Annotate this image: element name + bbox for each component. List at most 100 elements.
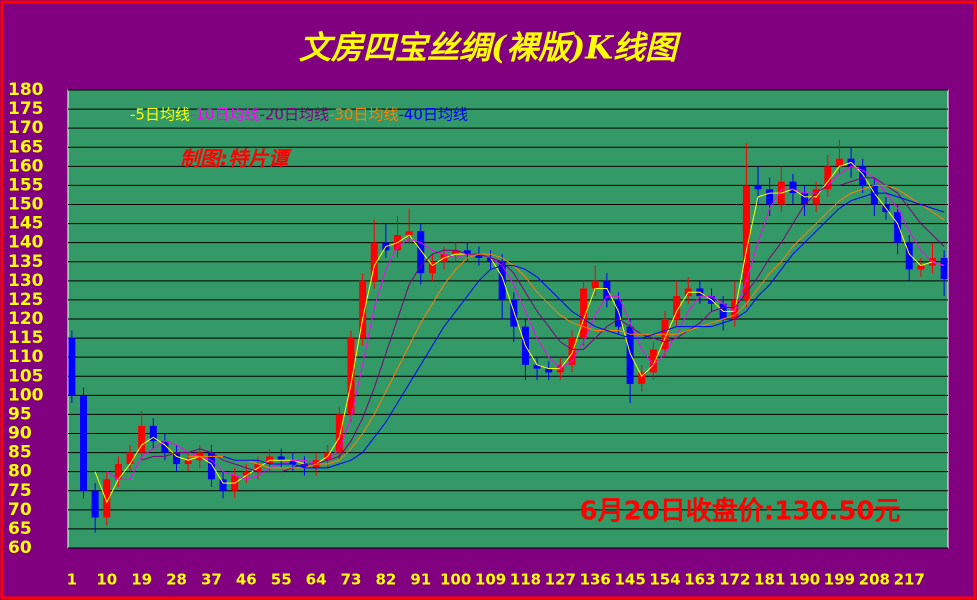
candle-body <box>545 368 553 373</box>
x-tick-label: 199 <box>824 571 855 589</box>
x-tick-label: 208 <box>859 571 890 589</box>
candle-body <box>568 338 576 365</box>
ma-line <box>94 161 945 504</box>
candle-body <box>242 471 250 476</box>
x-tick-label: 37 <box>201 571 222 589</box>
legend-entry: -40日均线 <box>398 106 468 124</box>
candle-body <box>498 261 506 300</box>
y-tick-label: 155 <box>8 175 44 195</box>
candle-body <box>533 364 541 369</box>
candle-body <box>591 280 599 289</box>
candle-body <box>824 166 832 190</box>
x-tick-label: 136 <box>580 571 611 589</box>
x-tick-label: 91 <box>410 571 431 589</box>
x-tick-label: 163 <box>684 571 715 589</box>
x-tick-label: 217 <box>894 571 925 589</box>
candle-body <box>766 189 774 205</box>
candle-body <box>149 425 157 442</box>
y-tick-label: 160 <box>8 156 44 176</box>
candle-body <box>207 452 215 480</box>
x-tick-label: 64 <box>306 571 327 589</box>
candle-body <box>614 299 622 327</box>
candle-body <box>300 464 308 468</box>
candle-body <box>917 265 925 270</box>
candle-body <box>347 338 355 415</box>
x-tick-label: 82 <box>375 571 396 589</box>
candle-body <box>475 254 483 258</box>
y-tick-label: 115 <box>8 328 44 348</box>
x-tick-label: 145 <box>614 571 645 589</box>
candle-body <box>580 288 588 339</box>
candle-body <box>335 414 343 453</box>
y-tick-label: 180 <box>8 80 44 100</box>
y-tick-label: 130 <box>8 271 44 291</box>
x-tick-label: 127 <box>545 571 576 589</box>
y-tick-label: 165 <box>8 137 44 157</box>
y-tick-label: 95 <box>8 404 32 424</box>
candle-body <box>870 185 878 205</box>
y-tick-label: 65 <box>8 519 32 539</box>
x-tick-label: 19 <box>131 571 152 589</box>
candle-body <box>114 464 122 480</box>
candle-body <box>428 261 436 274</box>
candle-body <box>649 349 657 373</box>
y-tick-label: 140 <box>8 233 44 253</box>
x-tick-label: 100 <box>440 571 471 589</box>
y-tick-label: 105 <box>8 366 44 386</box>
candle-body <box>859 166 867 186</box>
y-tick-label: 120 <box>8 309 44 329</box>
y-tick-label: 170 <box>8 118 44 138</box>
ma-line <box>222 192 945 469</box>
y-tick-label: 145 <box>8 214 44 234</box>
candle-body <box>184 460 192 465</box>
x-tick-label: 154 <box>649 571 680 589</box>
x-tick-label: 190 <box>789 571 820 589</box>
x-tick-label: 109 <box>475 571 506 589</box>
y-tick-label: 110 <box>8 347 44 367</box>
candle-body <box>894 212 902 243</box>
candle-body <box>940 257 948 279</box>
annotation: 6月20日收盘价:130.50元 <box>579 496 900 527</box>
candle-body <box>91 490 99 518</box>
x-tick-label: 1 <box>67 571 77 589</box>
candle-body <box>603 280 611 300</box>
x-tick-label: 73 <box>341 571 362 589</box>
y-tick-label: 70 <box>8 500 32 520</box>
x-tick-label: 172 <box>719 571 750 589</box>
ma-line <box>106 165 945 480</box>
y-tick-label: 135 <box>8 252 44 272</box>
y-tick-label: 100 <box>8 385 44 405</box>
legend-entry: -20日均线 <box>259 106 329 124</box>
candle-body <box>789 181 797 194</box>
candle-body <box>359 280 367 339</box>
ma-line <box>141 177 945 473</box>
candle-body <box>80 395 88 491</box>
x-tick-label: 46 <box>236 571 257 589</box>
candle-body <box>835 158 843 167</box>
candle-body <box>126 452 134 465</box>
candle-body <box>463 250 471 255</box>
candle-body <box>219 479 227 491</box>
candle-body <box>138 425 146 453</box>
candle-body <box>742 185 750 300</box>
candle-body <box>173 452 181 465</box>
x-tick-label: 28 <box>166 571 187 589</box>
chart-title: 文房四宝丝绸(裸版)K线图 <box>299 29 682 67</box>
candle-body <box>673 296 681 319</box>
candle-body <box>68 338 76 396</box>
candle-body <box>801 193 809 205</box>
y-tick-label: 175 <box>8 99 44 119</box>
candle-body <box>417 231 425 274</box>
candle-body <box>638 372 646 384</box>
x-tick-label: 10 <box>96 571 117 589</box>
legend-entry: -5日均线 <box>130 106 190 124</box>
y-tick-label: 125 <box>8 290 44 310</box>
candle-body <box>626 326 634 384</box>
x-tick-label: 55 <box>271 571 292 589</box>
legend-entry: -30日均线 <box>329 106 399 124</box>
x-tick-label: 118 <box>510 571 541 589</box>
y-tick-label: 150 <box>8 195 44 215</box>
ma-line <box>188 184 945 469</box>
candle-body <box>370 242 378 281</box>
